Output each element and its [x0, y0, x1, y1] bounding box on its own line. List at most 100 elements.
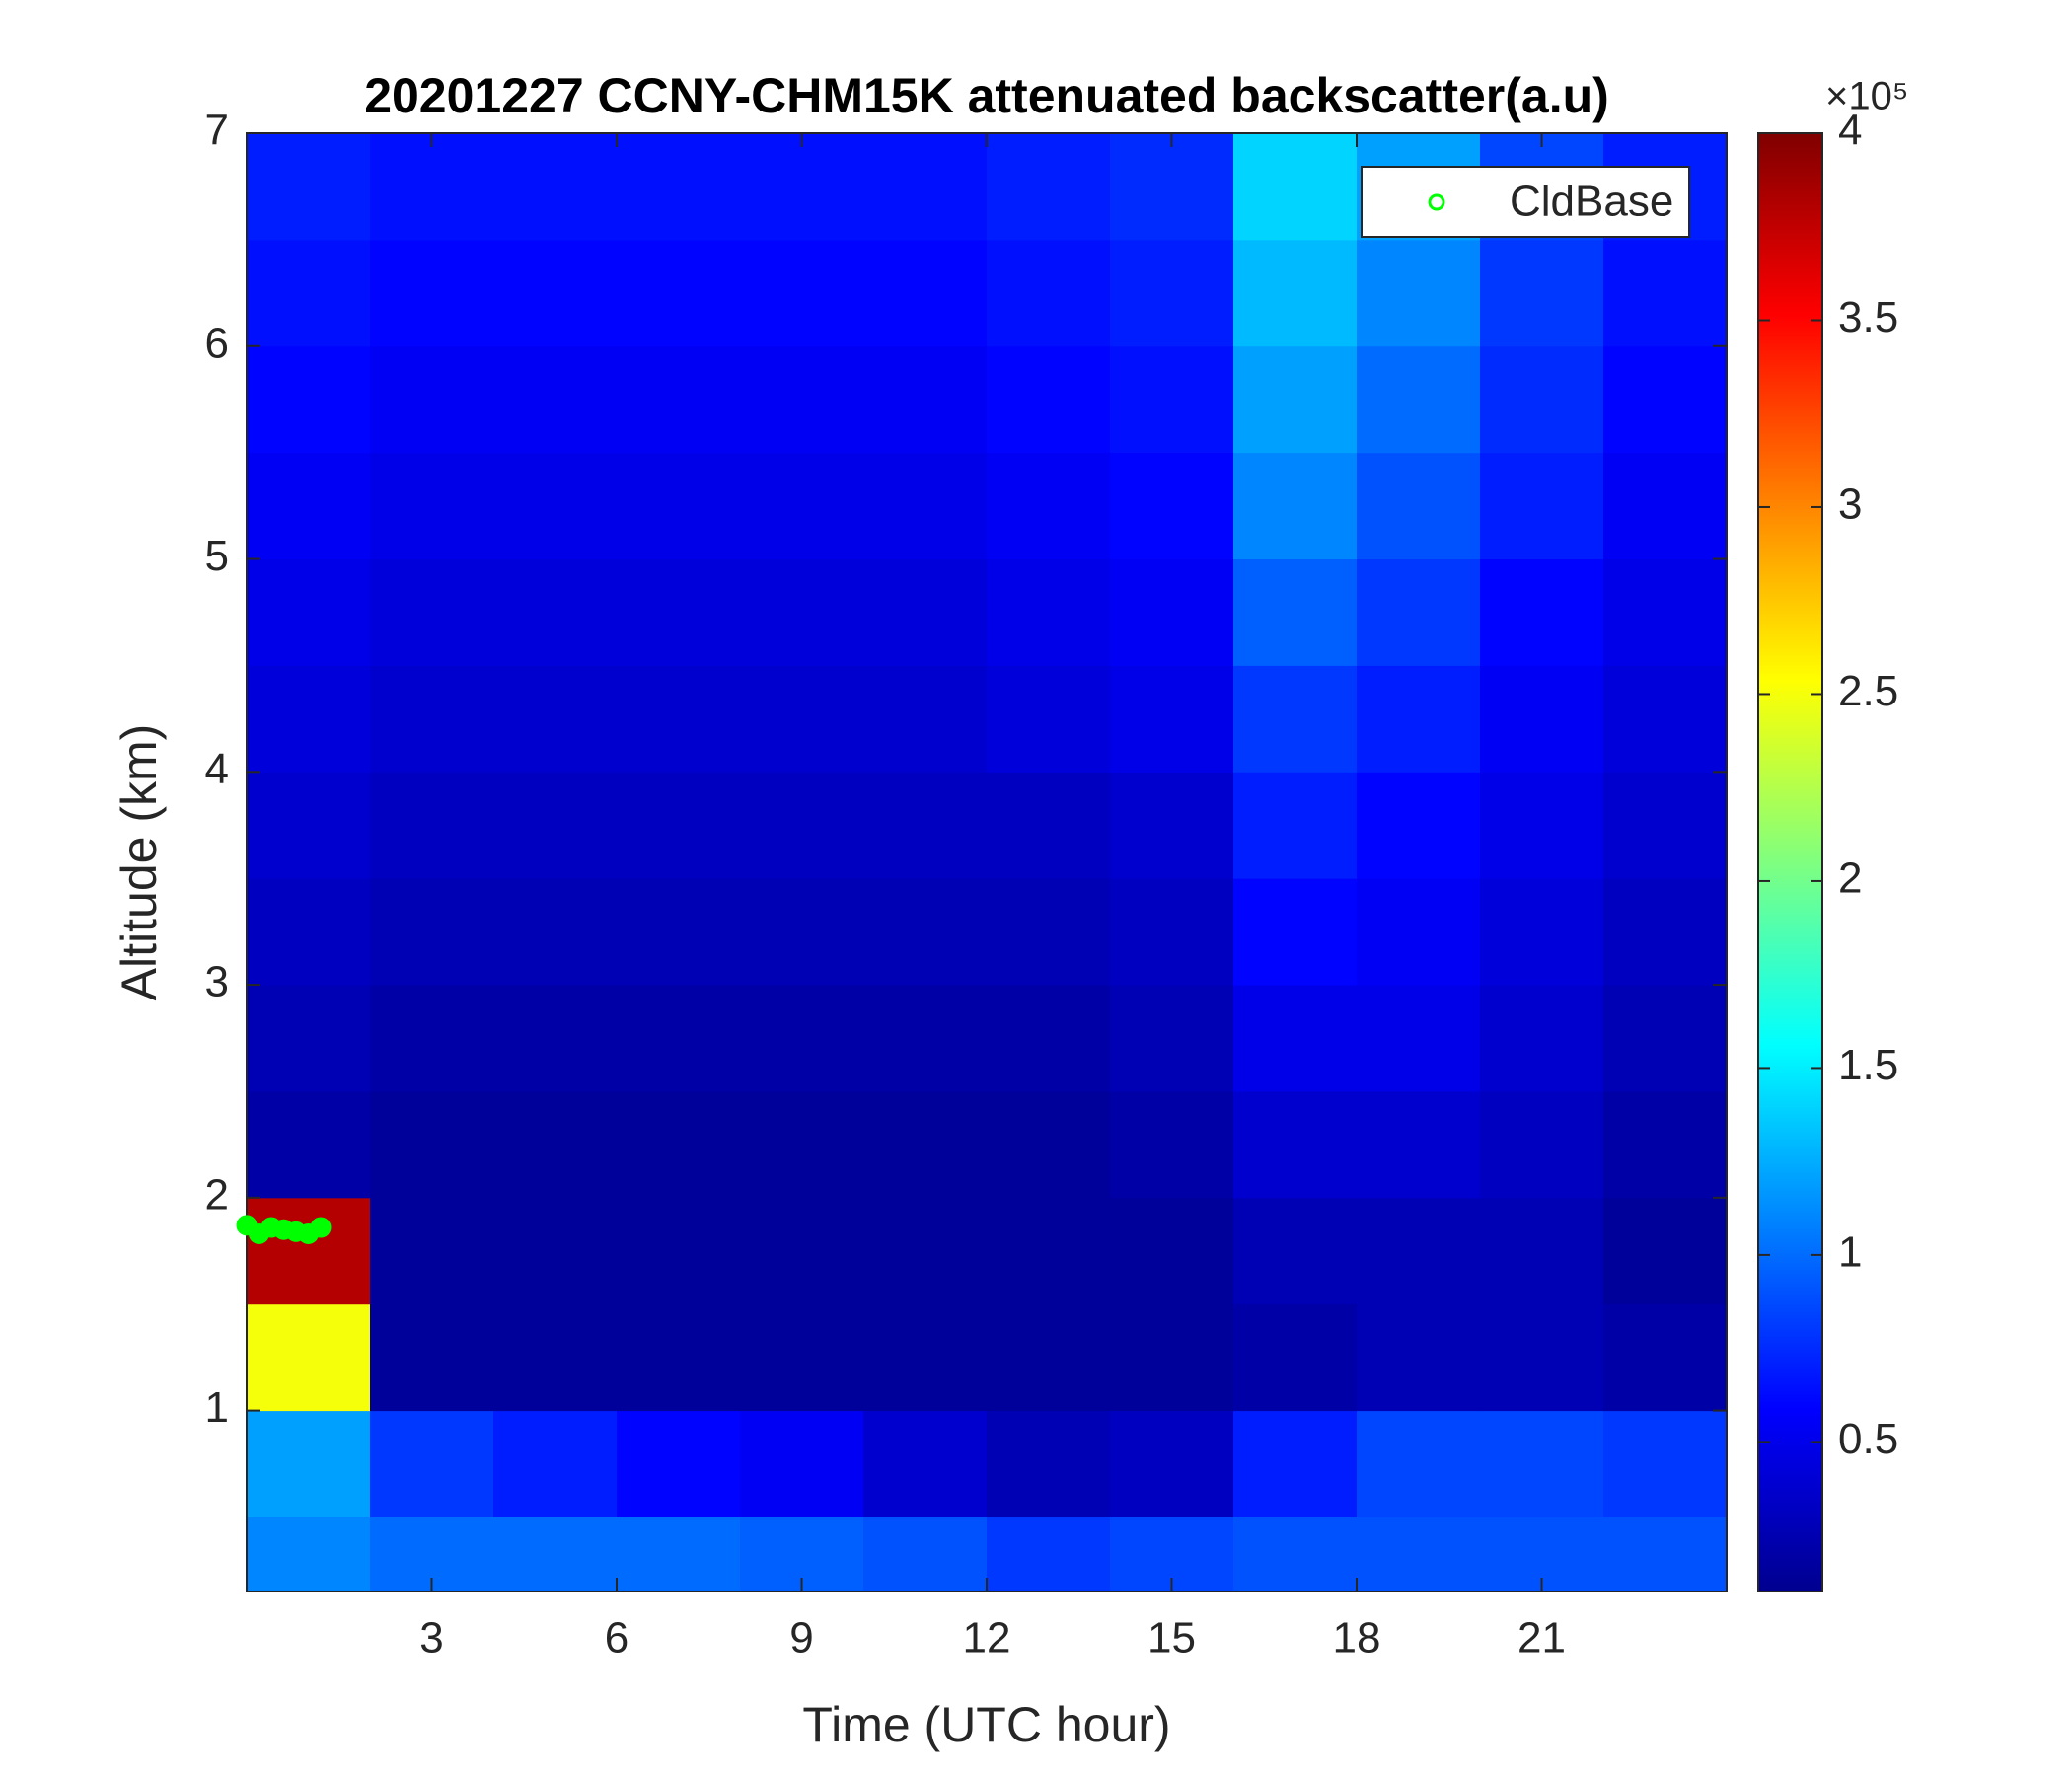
heatmap-cell — [1357, 665, 1481, 773]
x-tick-label: 9 — [789, 1614, 813, 1663]
heatmap-cell — [370, 1197, 494, 1305]
legend-box — [1361, 166, 1690, 238]
x-tick-label: 12 — [963, 1614, 1011, 1663]
heatmap-cell — [247, 1197, 371, 1305]
heatmap-cell — [1603, 239, 1728, 347]
heatmap-cell — [370, 133, 494, 241]
heatmap-cell — [1603, 1090, 1728, 1199]
heatmap-cell — [863, 1303, 988, 1412]
heatmap-cell — [1480, 1090, 1604, 1199]
heatmap-cell — [863, 1517, 988, 1592]
heatmap-cell — [247, 558, 371, 666]
y-axis-label: Altitude (km) — [111, 724, 167, 1001]
heatmap-cell — [1480, 558, 1604, 666]
heatmap-cell — [1233, 239, 1358, 347]
heatmap-cell — [1233, 133, 1358, 241]
heatmap-cell — [247, 1517, 371, 1592]
heatmap-cell — [1233, 985, 1358, 1092]
heatmap-cell — [1110, 1410, 1234, 1517]
heatmap-cell — [493, 665, 618, 773]
heatmap-cell — [1357, 1090, 1481, 1199]
heatmap-cell — [1480, 239, 1604, 347]
y-tick-label: 5 — [205, 532, 229, 580]
heatmap-cell — [1110, 1303, 1234, 1412]
heatmap-cell — [863, 1090, 988, 1199]
heatmap-cell — [1603, 558, 1728, 666]
heatmap-cell — [370, 345, 494, 454]
y-tick-label: 6 — [205, 319, 229, 367]
heatmap-cell — [617, 878, 741, 986]
heatmap-cell — [1110, 1197, 1234, 1305]
heatmap-cell — [1357, 985, 1481, 1092]
legend-marker — [1428, 193, 1445, 211]
heatmap-cell — [1357, 452, 1481, 560]
heatmap-cell — [370, 1090, 494, 1199]
heatmap-cell — [1603, 1197, 1728, 1305]
heatmap-cell — [740, 1090, 864, 1199]
heatmap-cell — [1110, 878, 1234, 986]
heatmap-cell — [1603, 345, 1728, 454]
heatmap-cell — [493, 772, 618, 879]
heatmap-cell — [1603, 878, 1728, 986]
heatmap-cell — [987, 239, 1111, 347]
heatmap-cell — [247, 665, 371, 773]
heatmap-cell — [370, 878, 494, 986]
heatmap-cell — [617, 345, 741, 454]
heatmap-cell — [493, 1410, 618, 1517]
heatmap-cell — [1110, 239, 1234, 347]
heatmap-cell — [863, 558, 988, 666]
heatmap-cell — [493, 452, 618, 560]
heatmap-cell — [1357, 878, 1481, 986]
heatmap-cell — [617, 772, 741, 879]
heatmap-cell — [247, 1303, 371, 1412]
heatmap-cell — [493, 1197, 618, 1305]
heatmap-cell — [740, 1197, 864, 1305]
heatmap-cell — [1357, 558, 1481, 666]
heatmap-cell — [1110, 985, 1234, 1092]
heatmap-cell — [987, 1410, 1111, 1517]
heatmap-cell — [617, 985, 741, 1092]
heatmap-cell — [1480, 1197, 1604, 1305]
heatmap-cell — [863, 878, 988, 986]
heatmap-cell — [1603, 452, 1728, 560]
heatmap-cell — [247, 772, 371, 879]
heatmap-cell — [493, 985, 618, 1092]
heatmap-cell — [1233, 1410, 1358, 1517]
heatmap-cell — [863, 452, 988, 560]
heatmap-cell — [617, 1303, 741, 1412]
heatmap-cell — [863, 345, 988, 454]
x-tick-label: 6 — [605, 1614, 629, 1663]
heatmap-cell — [617, 1090, 741, 1199]
heatmap-cell — [493, 239, 618, 347]
heatmap-cell — [1357, 1303, 1481, 1412]
colorbar — [1757, 132, 1823, 1592]
colorbar-tick-label: 1 — [1838, 1228, 1862, 1277]
x-tick-label: 18 — [1333, 1614, 1381, 1663]
heatmap-cell — [1110, 1090, 1234, 1199]
heatmap-cell — [863, 1410, 988, 1517]
heatmap-cell — [1357, 1410, 1481, 1517]
heatmap-cell — [1110, 345, 1234, 454]
heatmap-cell — [617, 1197, 741, 1305]
x-axis-label: Time (UTC hour) — [802, 1697, 1170, 1752]
heatmap-cell — [1480, 878, 1604, 986]
heatmap-cell — [1110, 558, 1234, 666]
heatmap-cell — [1233, 1517, 1358, 1592]
heatmap-cell — [1233, 1090, 1358, 1199]
heatmap-cell — [863, 772, 988, 879]
colorbar-tick-label: 3.5 — [1838, 293, 1898, 341]
heatmap-cell — [493, 133, 618, 241]
heatmap-cell — [1603, 772, 1728, 879]
colorbar-tick-label: 2 — [1838, 854, 1862, 903]
heatmap-cell — [740, 452, 864, 560]
heatmap-cell — [740, 1410, 864, 1517]
heatmap-cell — [740, 772, 864, 879]
heatmap-cell — [987, 878, 1111, 986]
heatmap-cell — [863, 665, 988, 773]
heatmap-cell — [247, 1410, 371, 1517]
heatmap-cell — [370, 1410, 494, 1517]
heatmap-cell — [1603, 1303, 1728, 1412]
heatmap-cell — [1480, 1303, 1604, 1412]
cloud-base-point — [310, 1217, 332, 1238]
heatmap-cell — [617, 1410, 741, 1517]
